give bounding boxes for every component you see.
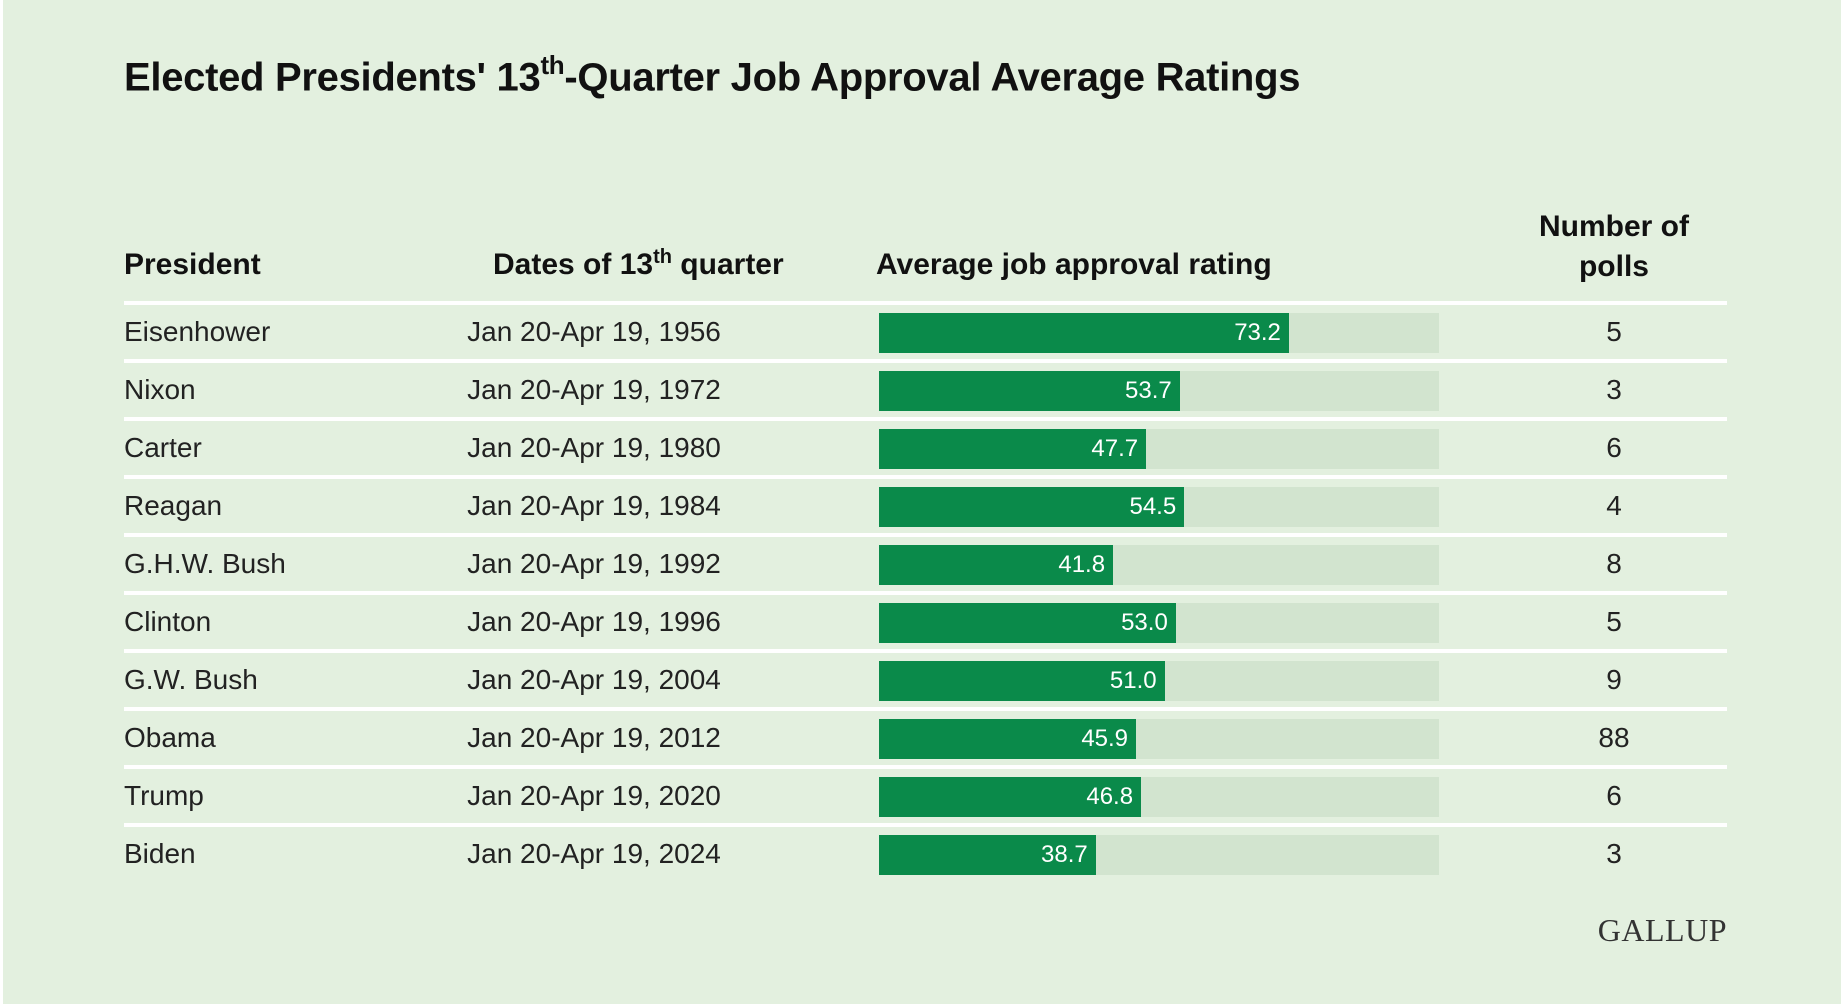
poll-count: 4 — [1606, 490, 1622, 521]
poll-count: 88 — [1598, 722, 1630, 753]
poll-count: 3 — [1606, 374, 1622, 405]
table-row: Nixon Jan 20-Apr 19, 1972 53.7 3 — [124, 359, 1727, 417]
president-name: Trump — [124, 780, 204, 811]
approval-bar: 38.7 — [879, 835, 1096, 875]
approval-bar: 45.9 — [879, 719, 1137, 759]
chart-title: Elected Presidents' 13th-Quarter Job App… — [124, 50, 1301, 100]
bar-track: 47.7 — [879, 429, 1439, 469]
quarter-dates: Jan 20-Apr 19, 2004 — [467, 664, 721, 695]
chart-card: Elected Presidents' 13th-Quarter Job App… — [3, 0, 1841, 1004]
president-name: Biden — [124, 838, 196, 869]
header-dates: Dates of 13th quarter — [493, 246, 784, 282]
approval-bar: 54.5 — [879, 487, 1185, 527]
header-rating: Average job approval rating — [876, 248, 1272, 281]
table-row: Carter Jan 20-Apr 19, 1980 47.7 6 — [124, 417, 1727, 475]
approval-bar: 47.7 — [879, 429, 1147, 469]
quarter-dates: Jan 20-Apr 19, 1956 — [467, 316, 721, 347]
table-row: G.W. Bush Jan 20-Apr 19, 2004 51.0 9 — [124, 649, 1727, 707]
header-dates-superscript: th — [653, 246, 672, 268]
table-row: Clinton Jan 20-Apr 19, 1996 53.0 5 — [124, 591, 1727, 649]
bar-value-label: 45.9 — [1081, 725, 1129, 752]
approval-bar: 73.2 — [879, 313, 1289, 353]
bar-track: 51.0 — [879, 661, 1439, 701]
president-name: Nixon — [124, 374, 196, 405]
president-name: Clinton — [124, 606, 212, 637]
table-row: Eisenhower Jan 20-Apr 19, 1956 73.2 5 — [124, 301, 1727, 359]
approval-bar: 41.8 — [879, 545, 1114, 585]
bar-value-label: 46.8 — [1086, 783, 1134, 810]
poll-count: 9 — [1606, 664, 1622, 695]
bar-track: 46.8 — [879, 777, 1439, 817]
bar-track: 54.5 — [879, 487, 1439, 527]
bar-track: 73.2 — [879, 313, 1439, 353]
bar-value-label: 73.2 — [1234, 319, 1281, 346]
bar-value-label: 54.5 — [1129, 493, 1177, 520]
bar-value-label: 53.0 — [1121, 609, 1168, 636]
president-name: Eisenhower — [124, 316, 271, 347]
header-president: President — [124, 248, 261, 281]
approval-bar: 53.7 — [879, 371, 1180, 411]
bar-track: 53.7 — [879, 371, 1439, 411]
bar-track: 41.8 — [879, 545, 1439, 585]
quarter-dates: Jan 20-Apr 19, 2012 — [467, 722, 721, 753]
quarter-dates: Jan 20-Apr 19, 2020 — [467, 780, 721, 811]
quarter-dates: Jan 20-Apr 19, 1996 — [467, 606, 721, 637]
quarter-dates: Jan 20-Apr 19, 1972 — [467, 374, 721, 405]
approval-bar: 53.0 — [879, 603, 1176, 643]
header-dates-text: Dates of 13 — [493, 248, 654, 281]
president-name: Reagan — [124, 490, 223, 521]
bar-track: 53.0 — [879, 603, 1439, 643]
title-text-rest: -Quarter Job Approval Average Ratings — [564, 55, 1301, 100]
president-name: Carter — [124, 432, 202, 463]
poll-count: 8 — [1606, 548, 1622, 579]
quarter-dates: Jan 20-Apr 19, 1992 — [467, 548, 721, 579]
quarter-dates: Jan 20-Apr 19, 1984 — [467, 490, 721, 521]
bar-track: 45.9 — [879, 719, 1439, 759]
title-text: Elected Presidents' 13 — [124, 55, 541, 100]
gallup-logo: GALLUP — [1597, 912, 1727, 948]
table-row: Biden Jan 20-Apr 19, 2024 38.7 3 — [124, 823, 1727, 881]
table-row: G.H.W. Bush Jan 20-Apr 19, 1992 41.8 8 — [124, 533, 1727, 591]
bar-value-label: 47.7 — [1091, 435, 1139, 462]
bar-value-label: 51.0 — [1109, 667, 1157, 694]
poll-count: 6 — [1606, 432, 1622, 463]
table-row: Trump Jan 20-Apr 19, 2020 46.8 6 — [124, 765, 1727, 823]
bar-value-label: 53.7 — [1125, 377, 1172, 404]
bar-track: 38.7 — [879, 835, 1439, 875]
president-name: G.H.W. Bush — [124, 548, 286, 579]
approval-bar: 46.8 — [879, 777, 1142, 817]
poll-count: 5 — [1606, 606, 1622, 637]
quarter-dates: Jan 20-Apr 19, 2024 — [467, 838, 721, 869]
header-dates-rest: quarter — [671, 248, 784, 281]
poll-count: 3 — [1606, 838, 1622, 869]
bar-value-label: 41.8 — [1058, 551, 1106, 578]
approval-bar: 51.0 — [879, 661, 1165, 701]
president-name: G.W. Bush — [124, 664, 258, 695]
title-superscript: th — [540, 50, 565, 80]
table-row: Reagan Jan 20-Apr 19, 1984 54.5 4 — [124, 475, 1727, 533]
quarter-dates: Jan 20-Apr 19, 1980 — [467, 432, 721, 463]
poll-count: 6 — [1606, 780, 1622, 811]
header-polls: Number of polls — [1539, 210, 1689, 283]
poll-count: 5 — [1606, 316, 1622, 347]
bar-value-label: 38.7 — [1041, 841, 1088, 868]
table-row: Obama Jan 20-Apr 19, 2012 45.9 88 — [124, 707, 1727, 765]
president-name: Obama — [124, 722, 216, 753]
